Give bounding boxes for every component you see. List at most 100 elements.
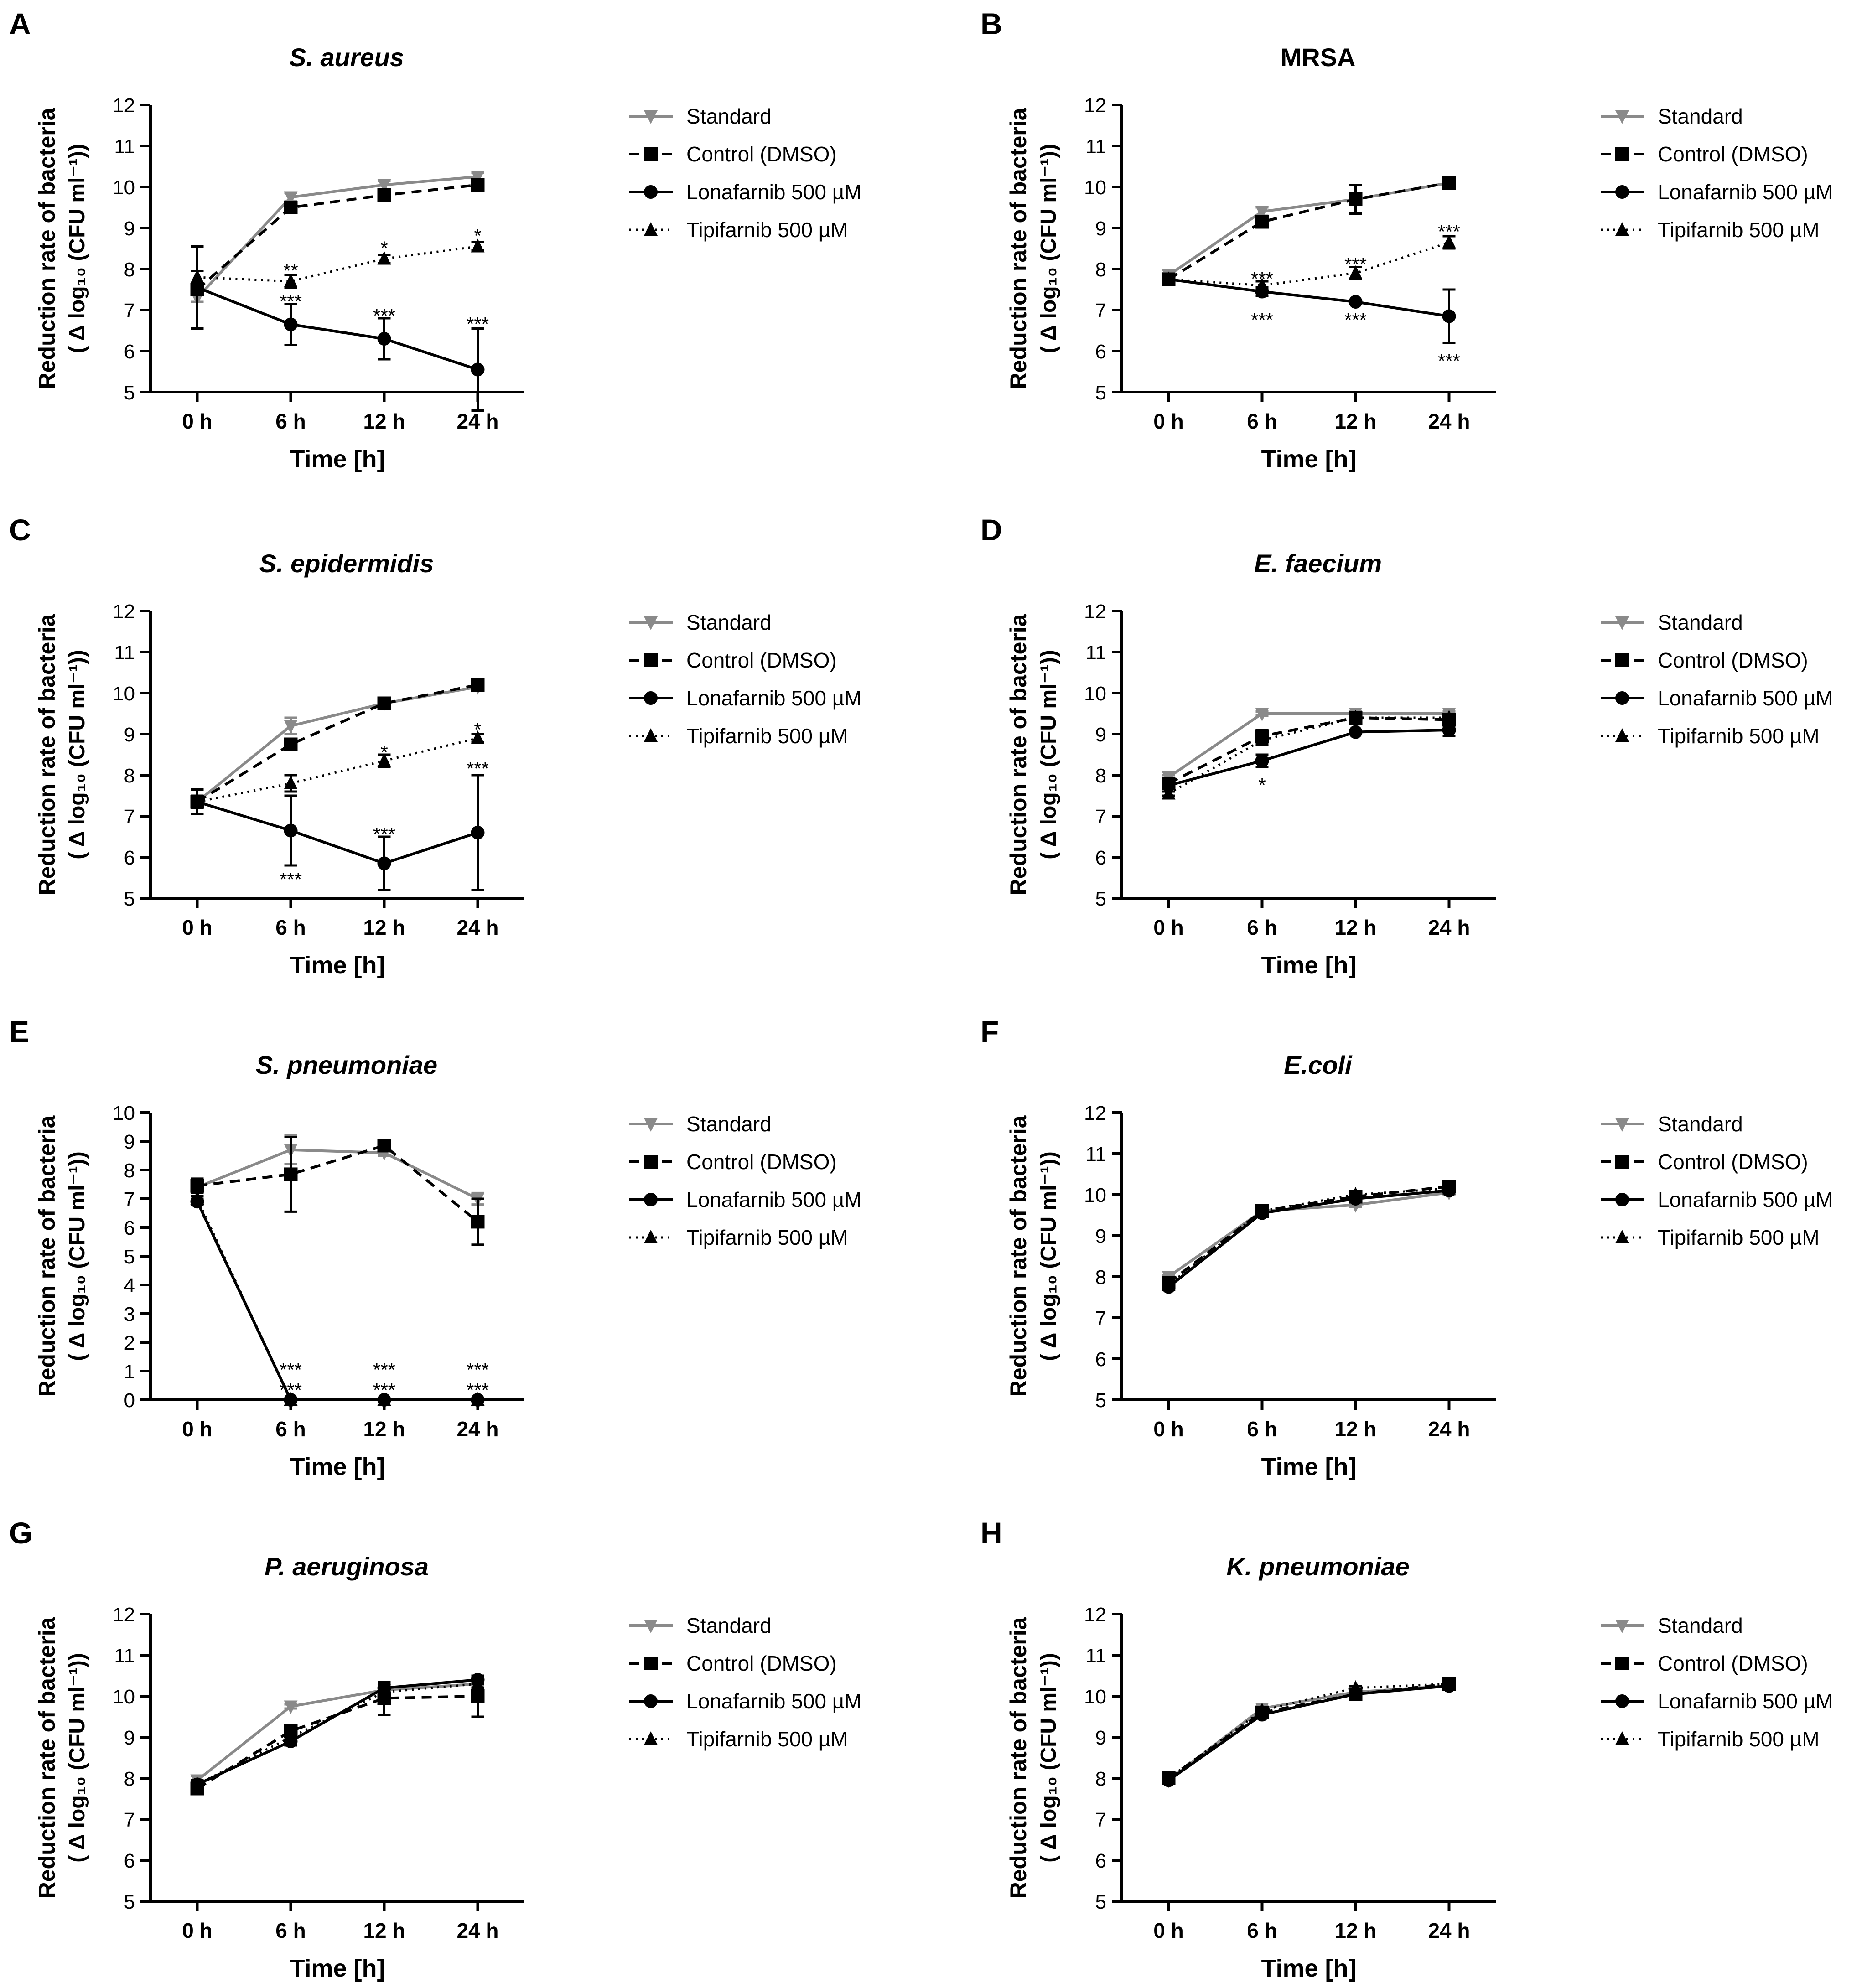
- series-1-f: [1162, 1180, 1456, 1290]
- series-line-f: [1167, 1191, 1449, 1278]
- y-tick-label-b: 11: [1085, 135, 1106, 158]
- y-tick-label-g: 6: [124, 1850, 135, 1872]
- significance-mark-c: ***: [373, 823, 395, 845]
- y-tick-label-e: 0: [124, 1389, 135, 1412]
- y-axis-title-line1-e: Reduction rate of bacteria: [34, 1115, 60, 1397]
- significance-mark-c: ***: [280, 869, 302, 890]
- panel-e: E S. pneumoniae 0 1 2 3 4 5 6 7 8 9 10 0 h 6 h 12 h 24 h…: [9, 1015, 862, 1481]
- legend-b: Standard Control (DMSO) Lonafarnib 500 µM T…: [1601, 104, 1833, 242]
- data-point-a: [471, 171, 485, 185]
- legend-h: Standard Control (DMSO) Lonafarnib 500 µM T…: [1601, 1614, 1833, 1751]
- y-tick-label-f: 5: [1095, 1389, 1106, 1412]
- series-line-c: [196, 683, 478, 803]
- x-tick-label-a: 24 h: [456, 409, 498, 433]
- y-tick-label-h: 11: [1085, 1645, 1106, 1667]
- series-line-d: [1167, 712, 1449, 778]
- legend-a: Standard Control (DMSO) Lonafarnib 500 µM T…: [629, 104, 862, 242]
- data-point-b: [1255, 278, 1269, 291]
- data-point-g: [284, 1700, 298, 1714]
- y-tick-label-g: 8: [124, 1768, 135, 1790]
- significance-mark-b: ***: [1251, 268, 1273, 290]
- series-line-h: [1167, 1684, 1449, 1781]
- legend-label-h: Tipifarnib 500 µM: [1658, 1727, 1820, 1751]
- legend-label-a: Control (DMSO): [686, 142, 837, 166]
- x-tick-label-h: 6 h: [1247, 1919, 1277, 1942]
- x-tick-label-d: 24 h: [1428, 916, 1470, 939]
- y-tick-label-g: 5: [124, 1891, 135, 1913]
- x-axis-title-d: Time [h]: [1261, 952, 1356, 979]
- legend-marker-b: [1615, 110, 1629, 124]
- series-1-h: [1162, 1677, 1456, 1785]
- x-axis-title-a: Time [h]: [290, 445, 385, 473]
- y-tick-label-c: 7: [124, 806, 135, 828]
- legend-marker-a: [644, 110, 658, 124]
- panel-f: F E.coli 5 6 7 8 9 10 11 12 0 h 6 h 12 h 24 h Time [h]…: [980, 1015, 1833, 1481]
- data-point-a: [377, 179, 391, 193]
- significance-mark-e: ***: [280, 1379, 302, 1401]
- legend-label-e: Control (DMSO): [686, 1150, 837, 1174]
- series-0-a: [190, 171, 485, 305]
- data-point-c: [284, 776, 298, 789]
- y-tick-label-c: 9: [124, 724, 135, 746]
- legend-label-b: Tipifarnib 500 µM: [1658, 218, 1820, 242]
- data-point-h: [1162, 1771, 1176, 1784]
- x-tick-label-h: 0 h: [1153, 1919, 1183, 1942]
- data-point-a: [471, 178, 485, 192]
- x-tick-label-c: 24 h: [456, 916, 498, 939]
- data-point-f: [1255, 1203, 1269, 1217]
- significance-mark-b: ***: [1251, 309, 1273, 331]
- y-tick-label-d: 7: [1095, 806, 1106, 828]
- y-axis-title-line1-b: Reduction rate of bacteria: [1006, 107, 1031, 389]
- legend-label-f: Standard: [1658, 1112, 1743, 1136]
- series-line-a: [196, 183, 478, 291]
- y-axis-title-line2-g: ( Δ log₁₀ (CFU ml⁻¹)): [65, 1653, 89, 1862]
- legend-label-g: Standard: [686, 1614, 772, 1637]
- y-tick-label-d: 5: [1095, 888, 1106, 910]
- y-tick-label-a: 8: [124, 259, 135, 281]
- data-point-g: [471, 1676, 485, 1690]
- legend-marker-e: [644, 1230, 658, 1243]
- significance-mark-c: ***: [467, 758, 489, 779]
- y-tick-label-d: 12: [1084, 601, 1106, 623]
- series-line-a: [196, 175, 478, 299]
- y-tick-label-e: 6: [124, 1217, 135, 1239]
- data-point-d: [1442, 723, 1456, 737]
- legend-g: Standard Control (DMSO) Lonafarnib 500 µM T…: [629, 1614, 862, 1751]
- data-point-b: [1162, 271, 1176, 285]
- y-tick-label-b: 12: [1084, 94, 1106, 117]
- series-line-a: [197, 245, 478, 283]
- data-point-b: [1442, 309, 1456, 323]
- legend-marker-h: [1615, 1694, 1629, 1708]
- series-0-c: [190, 681, 485, 810]
- data-point-a: [377, 251, 391, 265]
- data-point-a: [471, 362, 485, 377]
- significance-mark-c: *: [474, 719, 481, 740]
- legend-marker-g: [644, 1694, 658, 1708]
- significance-mark-e: ***: [280, 1359, 302, 1381]
- x-tick-label-d: 12 h: [1334, 916, 1376, 939]
- x-tick-label-d: 6 h: [1247, 916, 1277, 939]
- data-point-a: [190, 269, 204, 283]
- panel-d: D E. faecium 5 6 7 8 9 10 11 12 0 h 6 h 12 h 24 h Time…: [980, 513, 1833, 979]
- y-tick-label-b: 10: [1084, 176, 1106, 199]
- legend-label-d: Standard: [1658, 611, 1743, 634]
- y-tick-label-b: 8: [1095, 259, 1106, 281]
- legend-label-e: Lonafarnib 500 µM: [686, 1188, 862, 1211]
- x-tick-label-c: 12 h: [363, 916, 405, 939]
- legend-marker-f: [1615, 1193, 1629, 1206]
- series-line-c: [197, 737, 478, 803]
- legend-marker-g: [644, 1731, 658, 1745]
- y-tick-label-g: 11: [114, 1645, 135, 1667]
- y-tick-label-a: 9: [124, 217, 135, 240]
- y-tick-label-h: 5: [1095, 1891, 1106, 1913]
- significance-mark-e: ***: [467, 1359, 489, 1381]
- y-tick-label-d: 8: [1095, 765, 1106, 787]
- legend-marker-c: [644, 728, 658, 742]
- data-point-c: [377, 856, 391, 870]
- x-tick-label-a: 12 h: [363, 409, 405, 433]
- y-tick-label-d: 11: [1085, 642, 1106, 664]
- data-point-f: [1162, 1277, 1176, 1291]
- x-tick-label-h: 24 h: [1428, 1919, 1470, 1942]
- series-0-f: [1162, 1186, 1456, 1284]
- data-point-a: [377, 188, 391, 202]
